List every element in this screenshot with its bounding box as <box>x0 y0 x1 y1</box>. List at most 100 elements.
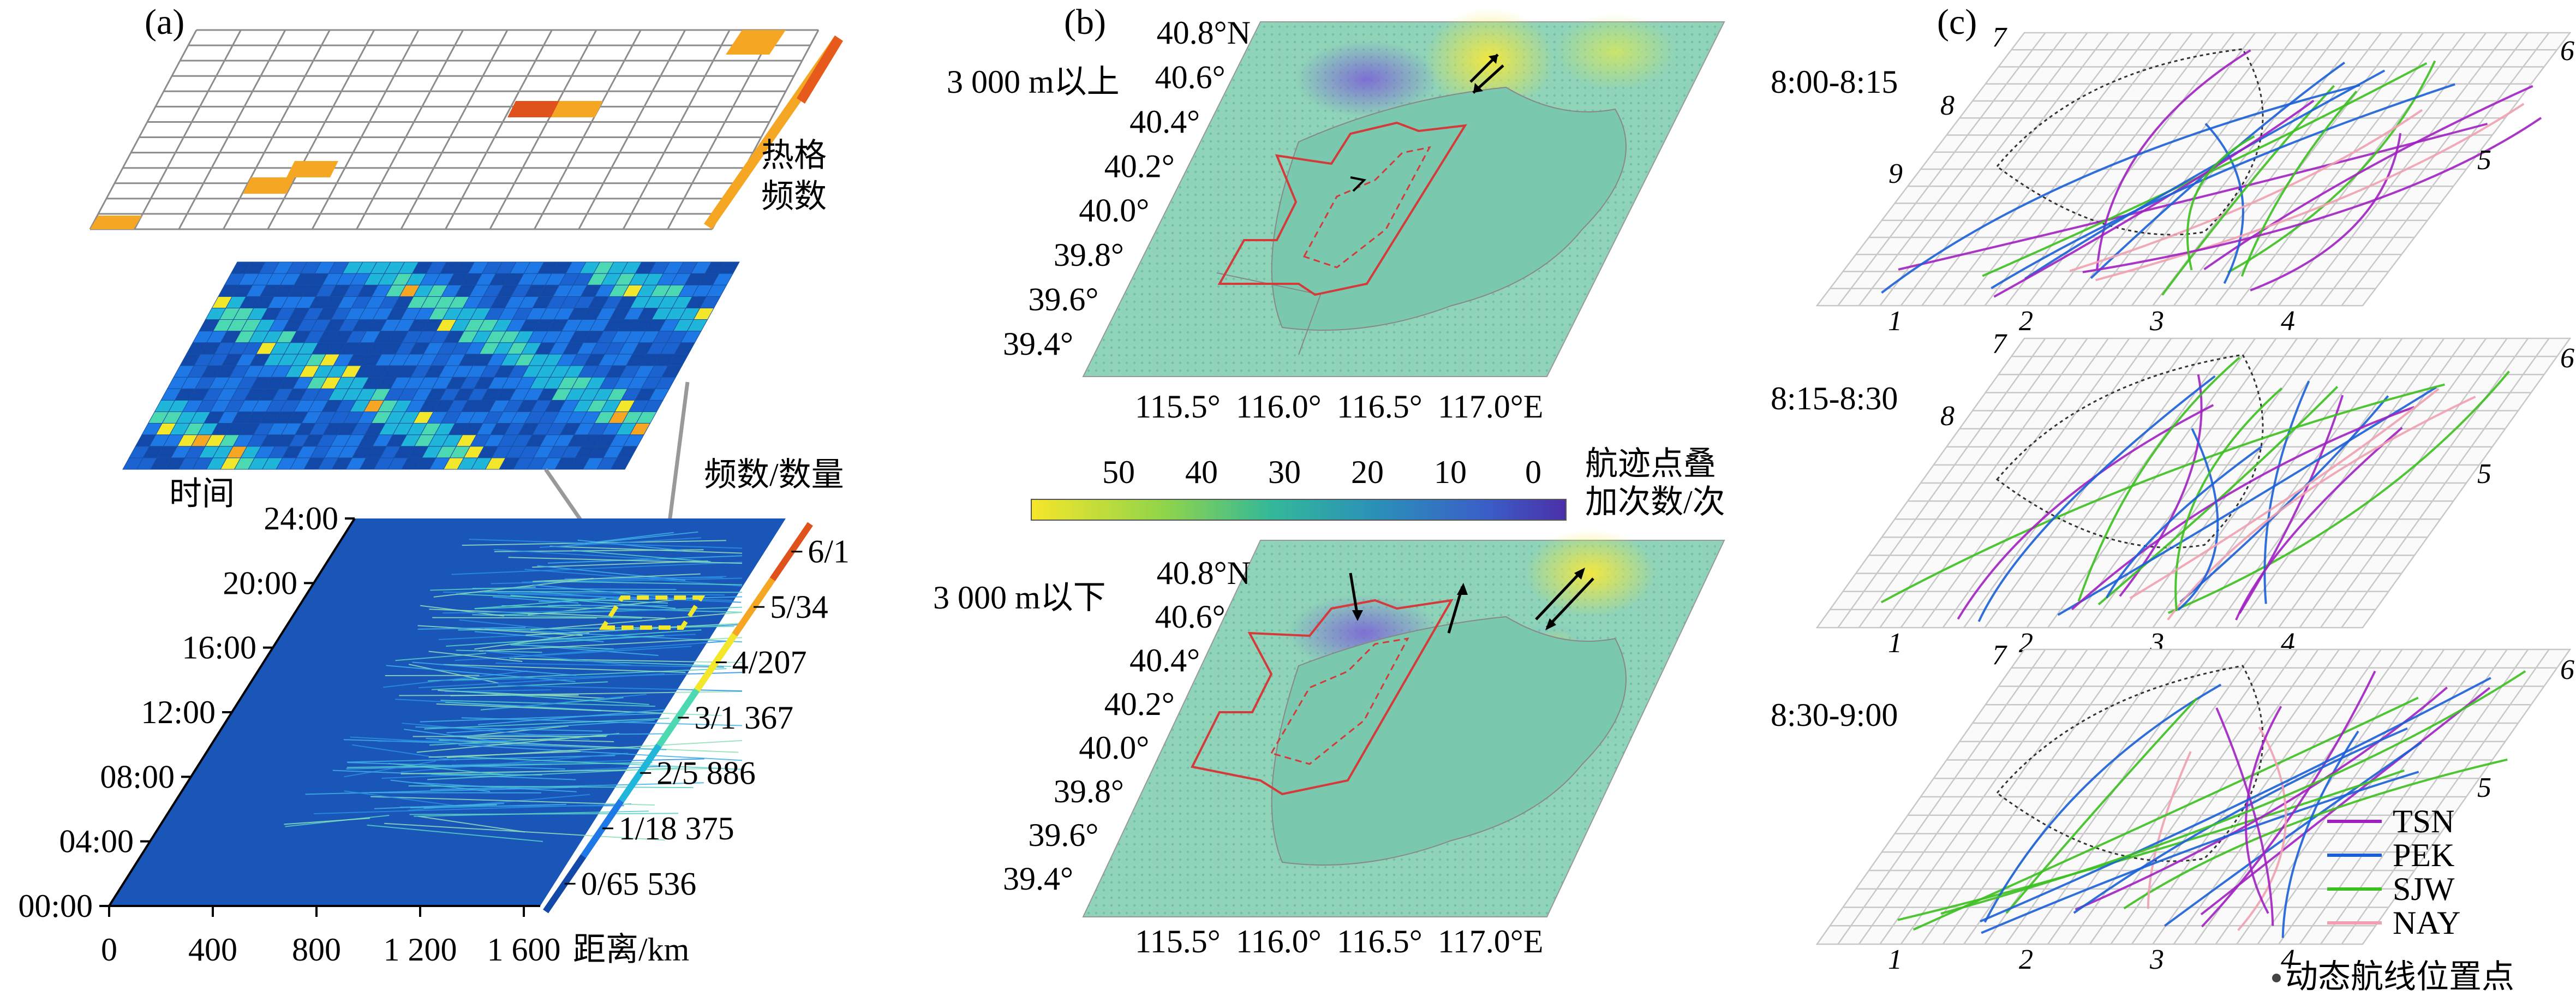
route-line <box>2245 706 2282 914</box>
slice-grid-line <box>1900 649 2109 945</box>
lon-tick-label: 115.5° <box>1135 389 1221 425</box>
trajectory-line <box>549 545 743 554</box>
scale-label: 5/34 <box>770 589 828 625</box>
route-line <box>2105 445 2263 599</box>
slice-grid-line <box>2257 649 2466 945</box>
route-line <box>2123 758 2508 910</box>
dynamic-point-number: 4 <box>2281 944 2295 975</box>
trajectory-line <box>436 703 722 717</box>
trajectory-line <box>572 550 711 563</box>
trajectory-line <box>395 652 486 661</box>
hot-grid-col-line <box>222 29 331 230</box>
flow-arrow-bottom-3 <box>1535 569 1583 621</box>
route-line <box>2097 386 2339 606</box>
route-line <box>2215 707 2274 926</box>
route-line <box>2186 135 2255 271</box>
slice-grid-line <box>1837 338 2046 628</box>
trajectory-line <box>451 690 649 706</box>
lat-tick-label: 39.6° <box>1028 817 1098 853</box>
lat-tick-label: 39.8° <box>1054 773 1124 809</box>
region-outline <box>1995 354 2264 548</box>
time-slice-layer: 1 2 3 4 5 6 7 8 9 <box>1815 22 2574 337</box>
slice-grid-line <box>2005 338 2214 628</box>
trajectory-line <box>514 658 743 664</box>
slice-grid-line <box>2257 338 2466 628</box>
dynamic-point-number: 7 <box>1992 640 2007 671</box>
legend-title-line1: 热格 <box>761 138 827 174</box>
trajectory-line <box>399 805 624 808</box>
trajectory-line <box>412 661 576 676</box>
panel-c-label: (c) <box>1937 2 1977 42</box>
slice-grid-line <box>1816 32 2025 306</box>
lat-tick-label: 39.4° <box>1003 326 1073 362</box>
lat-tick-label: 40.4° <box>1129 642 1200 678</box>
legend-label: PEK <box>2393 837 2454 873</box>
distance-tick-label: 1 200 <box>384 932 457 968</box>
slice-grid-line <box>2047 32 2256 306</box>
trajectory-line <box>352 744 456 761</box>
trajectory-line <box>456 649 542 653</box>
trajectory-line <box>419 673 665 689</box>
slice-grid-line <box>2362 338 2571 628</box>
time-tick-label: 08:00 <box>100 759 175 795</box>
slice-grid-line <box>2089 32 2298 306</box>
dynamic-point-number: 6 <box>2560 654 2574 685</box>
airspace-boundary-bottom <box>1191 599 1454 796</box>
trajectory-line <box>374 803 504 809</box>
slice-grid-line <box>2047 649 2256 945</box>
slice-grid-line <box>2299 32 2508 306</box>
dynamic-point-number: 4 <box>2281 306 2295 337</box>
slice-grid-line <box>1984 649 2193 945</box>
distance-axis: 0 400 800 1 200 1 600 距离/km <box>101 905 689 968</box>
hot-grid-col-line <box>267 29 375 230</box>
slice-grid-line <box>2215 649 2424 945</box>
slice-grid-line <box>1879 649 2088 945</box>
hot-grid-plane: 热格 频数 <box>89 29 843 230</box>
slice-grid-line <box>2089 338 2298 628</box>
route-line <box>2250 133 2402 292</box>
dynamic-point-number: 5 <box>2477 145 2491 176</box>
time-tick-label: 04:00 <box>59 824 134 860</box>
slice-grid-line <box>1816 649 2025 945</box>
route-line <box>2096 49 2251 269</box>
route-line <box>2147 751 2192 909</box>
trajectory-line <box>388 762 504 776</box>
slice-grid-line <box>1858 338 2067 628</box>
lon-tick-label: 116.5° <box>1337 923 1423 959</box>
trajectory-line <box>508 557 743 564</box>
legend-label: TSN <box>2393 803 2454 839</box>
dynamic-point-number: 1 <box>1888 628 1902 659</box>
slice-grid-line <box>1858 32 2067 306</box>
trajectory-line <box>459 619 585 633</box>
route-line <box>2200 687 2491 916</box>
trajectory-line <box>348 762 565 770</box>
frequency-scale: 频数/数量 0/65 536 1/18 375 2/5 886 3/1 367 4/20… <box>543 457 850 914</box>
map-below-3000m: 3 000 m以下 40.8°N 40.6° 40.4° 40.2° 40.0° 39.8… <box>933 529 1725 959</box>
distance-tick-label: 400 <box>188 932 237 968</box>
map-top-title: 3 000 m以上 <box>947 64 1120 100</box>
colorbar-label-line2: 加次数/次 <box>1585 484 1725 520</box>
route-line <box>2227 60 2436 273</box>
time-tick-label: 00:00 <box>18 888 93 924</box>
trajectory-line <box>493 596 579 604</box>
lon-tick-label: 115.5° <box>1135 923 1221 959</box>
region-outline <box>1995 665 2264 862</box>
trajectory-line <box>430 586 536 591</box>
slice-grid-line <box>2299 649 2508 945</box>
route-line <box>1957 404 2214 620</box>
panel-c: (c) 1 2 3 4 5 6 7 8 9 8:00-8:15 1 2 3 4 5 6 7 8 8:15-8:30 1… <box>1771 2 2574 995</box>
slice-time-label: 8:30-9:00 <box>1771 697 1898 733</box>
slice-grid-line <box>1942 32 2151 306</box>
trajectory-line <box>446 629 702 647</box>
slice-grid-line <box>1879 32 2088 306</box>
slice-grid-line <box>2236 32 2445 306</box>
full-heatmap-plane <box>109 518 786 906</box>
dynamic-point-number: 9 <box>1888 158 1903 189</box>
scale-label: 4/207 <box>732 645 807 681</box>
route-line <box>2201 670 2376 928</box>
trajectory-line <box>383 670 528 688</box>
time-tick-label: 12:00 <box>141 694 216 730</box>
